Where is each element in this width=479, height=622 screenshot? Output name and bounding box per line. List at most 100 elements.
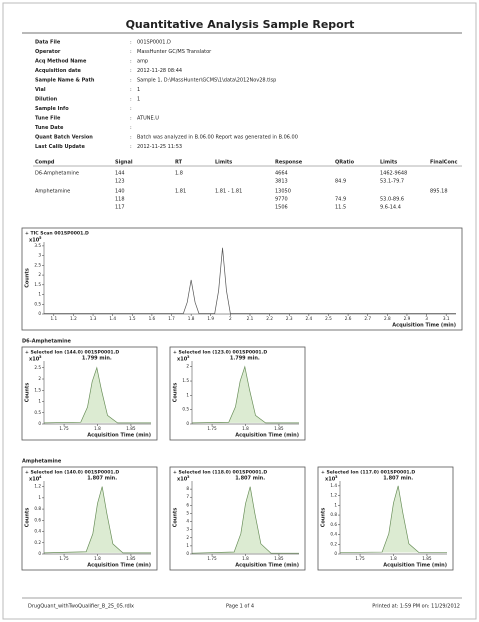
- table-header: Compd: [35, 160, 55, 166]
- x-tick-label: 1.2: [70, 316, 77, 321]
- table-cell: 1506: [275, 205, 288, 211]
- table-cell: 1.81: [175, 189, 186, 195]
- y-scale-base: x10: [29, 238, 40, 244]
- x-tick-label: 2.6: [345, 316, 352, 321]
- table-cell: 1.81 - 1.81: [215, 189, 242, 195]
- info-colon: :: [130, 68, 132, 74]
- section-label: Amphetamine: [22, 459, 62, 465]
- y-tick-label: 6: [186, 502, 189, 507]
- chart-frame: [169, 466, 306, 571]
- y-tick-label: 1: [334, 502, 337, 507]
- y-tick-label: 2.5: [34, 365, 41, 370]
- table-cell: 123: [115, 179, 125, 185]
- y-tick-label: 0.5: [182, 407, 189, 412]
- y-tick-label: 1.4: [330, 483, 337, 488]
- y-tick-label: 5: [186, 510, 189, 515]
- x-tick-label: 1.75: [207, 556, 217, 561]
- y-scale-base: x10: [325, 477, 336, 483]
- y-tick-label: 7: [186, 494, 189, 499]
- x-axis-label: Acquisition Time (min): [392, 323, 456, 329]
- y-tick-label: 3: [186, 527, 189, 532]
- y-tick-label: 1.2: [330, 493, 337, 498]
- info-label: Sample Info: [35, 106, 69, 112]
- x-tick-label: 1.75: [207, 426, 217, 431]
- info-label: Sample Name & Path: [35, 78, 95, 84]
- peak-label: 1.807 min.: [235, 476, 265, 482]
- signal-trace: [43, 486, 151, 554]
- info-value: Batch was analyzed in B.06.00 Report was…: [137, 135, 298, 141]
- info-label: Data File: [35, 40, 61, 46]
- table-header: Limits: [215, 160, 232, 166]
- info-colon: :: [130, 97, 132, 103]
- x-tick-label: 2.5: [325, 316, 332, 321]
- table-header: QRatio: [335, 160, 355, 166]
- info-label: Last Calib Update: [35, 144, 85, 150]
- peak-label: 1.807 min.: [383, 476, 413, 482]
- info-label: Tune Date: [35, 125, 64, 131]
- x-axis-label: Acquisition Time (min): [235, 433, 299, 439]
- y-tick-label: 0.2: [330, 541, 337, 546]
- chart-title: + Selected Ion (140.0) 001SP0001.D: [25, 470, 119, 476]
- x-tick-label: 1.7: [168, 316, 175, 321]
- y-tick-label: 1.5: [34, 387, 41, 392]
- x-tick-label: 2.1: [247, 316, 254, 321]
- info-value: 2012-11-25 11:53: [137, 144, 182, 150]
- table-cell: 1.8: [175, 171, 183, 177]
- table-cell: 1462-9648: [380, 171, 407, 177]
- y-tick-label: 0: [334, 551, 337, 556]
- info-value: 1: [137, 87, 140, 93]
- signal-trace: [191, 365, 299, 424]
- y-tick-label: 0: [38, 311, 41, 316]
- y-axis-label: Counts: [25, 383, 31, 403]
- y-tick-label: 2.5: [34, 262, 41, 267]
- x-tick-label: 1.8: [94, 426, 101, 431]
- x-tick-label: 2.7: [364, 316, 371, 321]
- x-tick-label: 2.3: [286, 316, 293, 321]
- y-tick-label: 1: [38, 399, 41, 404]
- y-tick-label: 8: [186, 486, 189, 491]
- info-label: Operator: [35, 49, 61, 55]
- info-colon: :: [130, 135, 132, 141]
- info-colon: :: [130, 106, 132, 112]
- y-tick-label: 2: [38, 376, 41, 381]
- peak-label: 1.799 min.: [230, 356, 260, 362]
- x-tick-label: 1.85: [422, 556, 432, 561]
- table-cell: 140: [115, 189, 125, 195]
- table-cell: 144: [115, 171, 125, 177]
- chart-title: + Selected Ion (117.0) 001SP0001.D: [321, 470, 415, 476]
- info-colon: :: [130, 40, 132, 46]
- x-axis-label: Acquisition Time (min): [87, 433, 151, 439]
- y-scale-exp: 3: [39, 355, 42, 359]
- signal-trace: [44, 247, 456, 314]
- signal-trace: [43, 366, 151, 424]
- info-colon: :: [130, 116, 132, 122]
- y-tick-label: 0.6: [330, 522, 337, 527]
- x-tick-label: 1.9: [207, 316, 214, 321]
- info-colon: :: [130, 78, 132, 84]
- chart-frame: [21, 346, 158, 441]
- table-header: Limits: [380, 160, 397, 166]
- table-cell: 895.18: [430, 189, 448, 195]
- y-tick-label: 1: [38, 292, 41, 297]
- y-scale-base: x10: [29, 477, 40, 483]
- y-tick-label: 0.5: [34, 410, 41, 415]
- x-tick-label: 1.85: [274, 426, 284, 431]
- info-label: Dilution: [35, 97, 58, 103]
- y-scale-base: x10: [29, 357, 40, 363]
- table-cell: 53.1-79.7: [380, 179, 404, 185]
- y-tick-label: 1.5: [182, 378, 189, 383]
- x-axis-label: Acquisition Time (min): [87, 563, 151, 569]
- y-tick-label: 0.8: [330, 512, 337, 517]
- y-tick-label: 0: [186, 421, 189, 426]
- x-tick-label: 1.75: [59, 426, 69, 431]
- info-value: ATUNE.U: [137, 116, 159, 122]
- y-tick-label: 0.4: [34, 529, 41, 534]
- table-cell: 9770: [275, 197, 288, 203]
- y-scale-exp: 5: [39, 236, 42, 240]
- x-tick-label: 2.2: [266, 316, 273, 321]
- info-colon: :: [130, 125, 132, 131]
